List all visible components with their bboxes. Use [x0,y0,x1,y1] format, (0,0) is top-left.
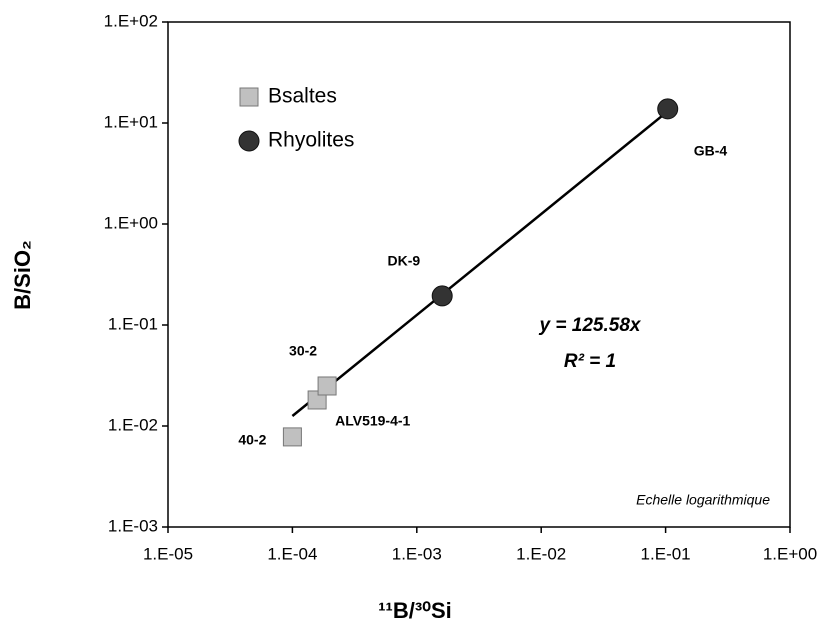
x-tick-label: 1.E-04 [267,544,317,563]
y-tick-label: 1.E+01 [104,112,158,131]
x-tick-label: 1.E+00 [763,544,817,563]
x-tick-label: 1.E-05 [143,544,193,563]
equation: y = 125.58x [539,315,642,336]
legend-label: Rhyolites [268,129,354,152]
point-label: 40-2 [238,432,266,448]
legend-label: Bsaltes [268,85,337,108]
y-tick-label: 1.E+02 [104,11,158,30]
x-tick-label: 1.E-03 [392,544,442,563]
legend-marker [238,130,260,152]
point-label: ALV519-4-1 [335,413,410,429]
y-tick-label: 1.E-03 [108,516,158,535]
marker [657,98,679,120]
trendline [291,110,669,417]
point-label: DK-9 [388,253,421,269]
marker [431,285,453,307]
r-squared: R² = 1 [564,351,616,372]
y-axis-label: B/SiO₂ [10,240,35,310]
y-tick-label: 1.E-01 [108,314,158,333]
scale-note: Echelle logarithmique [636,492,770,508]
point-label: GB-4 [694,143,728,159]
legend-marker [239,87,259,107]
plot-frame [167,21,791,528]
marker [317,376,337,396]
point-label: 30-2 [289,343,317,359]
x-tick-label: 1.E-02 [516,544,566,563]
x-tick-label: 1.E-01 [641,544,691,563]
y-tick-label: 1.E+00 [104,213,158,232]
y-tick-label: 1.E-02 [108,415,158,434]
marker [282,427,302,447]
x-axis-label: ¹¹B/³⁰Si [378,598,452,623]
